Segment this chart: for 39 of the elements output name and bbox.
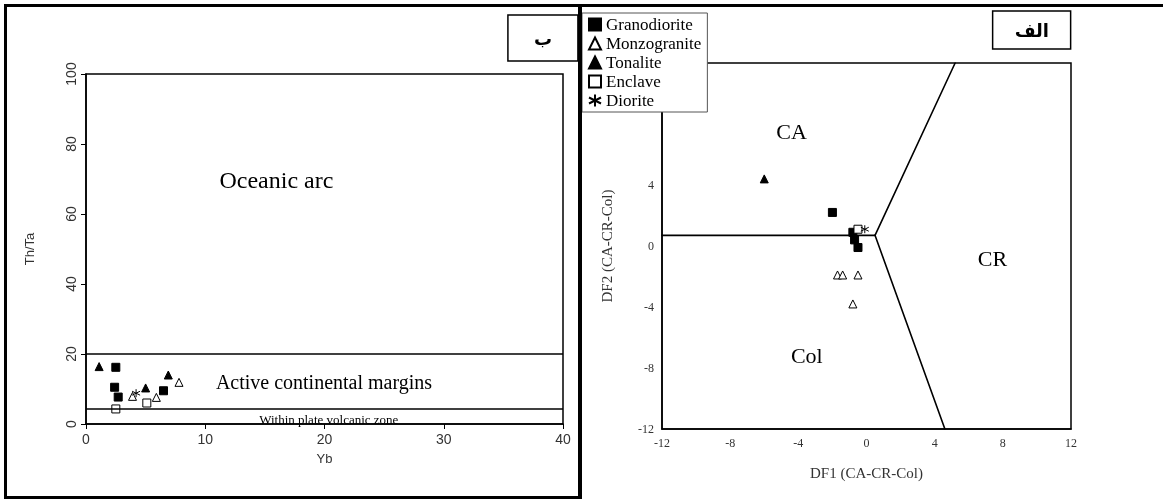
y-tick-label: 40 (63, 276, 79, 292)
annotation: Within plate volcanic zone (259, 411, 399, 427)
annotation: Active continental margins (215, 371, 433, 395)
y-tick-label: -12 (638, 422, 654, 436)
x-tick-label: 40 (555, 431, 571, 447)
annotation: Oceanic arc (219, 166, 334, 193)
x-tick-label: -4 (793, 436, 804, 450)
x-tick-label: 8 (999, 436, 1006, 450)
y-tick-label: 80 (63, 136, 79, 152)
y-tick-label: 0 (63, 419, 79, 428)
legend-label: Enclave (606, 72, 661, 91)
legend-label: Granodiorite (606, 15, 693, 34)
x-axis-title: DF1 (CA-CR-Col) (810, 464, 923, 482)
y-axis-title: Th/Ta (22, 231, 37, 266)
y-tick-label: 60 (63, 206, 79, 222)
annotation: CR (977, 245, 1008, 271)
y-tick-label: 4 (648, 178, 654, 192)
y-tick-label: 20 (63, 346, 79, 362)
chart-title: الف (1014, 19, 1050, 41)
x-tick-label: 4 (931, 436, 938, 450)
y-tick-label: -8 (644, 361, 654, 375)
x-tick-label: 30 (435, 431, 452, 447)
x-tick-label: -8 (725, 436, 736, 450)
x-tick-label: 10 (197, 431, 214, 447)
annotation: CA (776, 119, 808, 145)
x-axis-title: Yb (316, 451, 333, 466)
x-tick-label: 12 (1065, 436, 1077, 450)
legend-label: Monzogranite (606, 34, 702, 53)
x-tick-label: 20 (316, 431, 333, 447)
y-axis-title: DF2 (CA-CR-Col) (598, 189, 616, 303)
x-tick-label: 0 (82, 431, 91, 447)
legend-label: Tonalite (606, 53, 662, 72)
annotation: Col (790, 343, 823, 369)
chart-title: ب (533, 27, 553, 49)
x-tick-label: 0 (863, 436, 870, 450)
legend-label: Diorite (606, 91, 655, 110)
y-tick-label: 100 (63, 62, 79, 86)
y-tick-label: 0 (648, 239, 654, 253)
y-tick-label: -4 (644, 300, 654, 314)
